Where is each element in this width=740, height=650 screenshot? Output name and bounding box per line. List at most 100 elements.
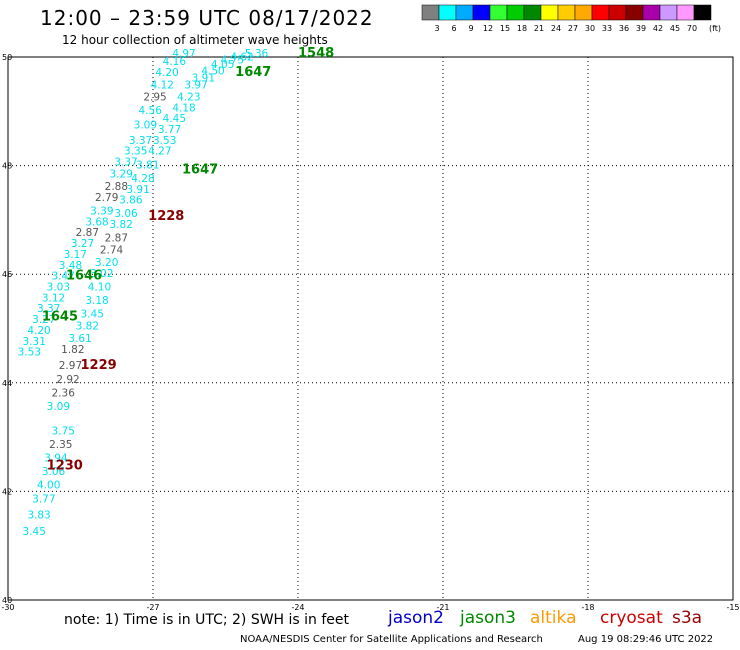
time-annotation: 1646 <box>66 269 102 284</box>
colorbar-label: 30 <box>585 24 595 33</box>
colorbar-swatch <box>540 4 559 21</box>
swh-point: 2.36 <box>52 387 76 399</box>
swh-point: 3.75 <box>52 425 75 437</box>
colorbar-swatch <box>489 4 508 21</box>
colorbar-label: 9 <box>468 24 473 33</box>
swh-point: 3.97 <box>184 79 207 91</box>
swh-point: 2.92 <box>56 374 79 386</box>
colorbar-swatch <box>693 4 712 21</box>
colorbar-label: 24 <box>551 24 561 33</box>
x-tick-label: -21 <box>436 603 449 612</box>
colorbar-label: 39 <box>636 24 646 33</box>
swh-point: 4.18 <box>172 102 195 114</box>
swh-point: 3.77 <box>32 493 55 505</box>
swh-point: 3.86 <box>119 195 143 207</box>
colorbar-label: 70 <box>687 24 697 33</box>
swh-point: 3.09 <box>134 120 157 132</box>
swh-point: 2.97 <box>59 360 82 372</box>
x-tick-label: -18 <box>581 603 594 612</box>
swh-point: 4.20 <box>27 325 50 337</box>
colorbar-swatch <box>642 4 661 21</box>
swh-point: 3.03 <box>47 281 70 293</box>
swh-point: 1.82 <box>61 344 84 356</box>
swh-point: 3.48 <box>59 260 82 272</box>
swh-point: 3.61 <box>68 333 91 345</box>
swh-point: 3.77 <box>158 124 181 136</box>
x-tick-label: -27 <box>146 603 159 612</box>
colorbar-swatch <box>523 4 542 21</box>
swh-point: 3.91 <box>192 72 215 84</box>
swh-point: 3.94 <box>44 453 68 465</box>
swh-point: 3.53 <box>153 135 176 147</box>
colorbar-swatch <box>659 4 678 21</box>
swh-point: 5.36 <box>245 48 269 60</box>
swh-point: 3.45 <box>81 309 104 321</box>
time-annotation: 1647 <box>182 163 218 178</box>
swh-point: 4.20 <box>155 67 178 79</box>
colorbar-swatch <box>625 4 644 21</box>
swh-point: 4.75 <box>221 55 244 67</box>
time-annotation: 1230 <box>47 459 83 474</box>
swh-point: 2.95 <box>143 91 166 103</box>
swh-point: 4.00 <box>37 480 60 492</box>
time-annotation: 1229 <box>81 358 117 373</box>
swh-point: 3.29 <box>110 169 133 181</box>
swh-point: 3.09 <box>47 401 70 413</box>
satellite-altika: altika <box>530 608 577 628</box>
time-annotation: 1647 <box>235 65 271 80</box>
swh-point: 2.88 <box>105 181 128 193</box>
satellite-cryosat: cryosat <box>600 608 663 628</box>
swh-point: 3.37 <box>129 135 152 147</box>
swh-point: 4.16 <box>163 56 187 68</box>
colorbar-label: 27 <box>568 24 578 33</box>
swh-point: 4.05 <box>211 59 234 71</box>
x-tick-label: -15 <box>726 603 739 612</box>
colorbar-swatch <box>438 4 457 21</box>
swh-point: 3.82 <box>110 219 133 231</box>
swh-point: 3.53 <box>18 347 41 359</box>
time-annotations: 1548 1647 1647 1228 1646 1645 1229 1230 <box>42 46 334 474</box>
swh-point: 2.87 <box>105 233 128 245</box>
swh-point: 3.18 <box>85 295 108 307</box>
grid-lines <box>8 57 733 600</box>
swh-point: 3.20 <box>95 257 118 269</box>
swh-point: 2.79 <box>95 192 118 204</box>
swh-point: 3.45 <box>23 526 46 538</box>
time-annotation: 1228 <box>148 209 184 224</box>
x-tick-label: -24 <box>291 603 304 612</box>
colorbar-label: 15 <box>500 24 510 33</box>
swh-point: 3.82 <box>76 321 99 333</box>
swh-point: 3.37 <box>37 303 60 315</box>
satellite-s3a: s3a <box>672 608 703 628</box>
colorbar-label: 3 <box>434 24 439 33</box>
colorbar-swatch <box>506 4 525 21</box>
colorbar-label: 42 <box>653 24 663 33</box>
footer-date: Aug 19 08:29:46 UTC 2022 <box>578 634 714 645</box>
colorbar-swatch <box>676 4 695 21</box>
swh-point: 3.35 <box>124 146 147 158</box>
swh-point: 3.06 <box>114 208 138 220</box>
swh-point: 3.31 <box>23 336 46 348</box>
colorbar-swatch <box>455 4 474 21</box>
footer-credit: NOAA/NESDIS Center for Satellite Applica… <box>240 634 543 645</box>
swh-point: 4.28 <box>131 173 154 185</box>
swh-point: 3.27 <box>32 314 55 326</box>
swh-point: 4.62 <box>230 51 253 63</box>
chart-title: 12:00 – 23:59 UTC 08/17/2022 <box>40 6 374 30</box>
swh-point: 3.37 <box>114 157 137 169</box>
y-tick-label: 44 <box>2 379 12 388</box>
axes: -30 -27 -24 -21 -18 -15 40 42 44 46 48 50 <box>1 53 739 612</box>
swh-point: 4.12 <box>151 79 174 91</box>
swh-point: 3.17 <box>64 249 87 261</box>
colorbar-swatch <box>421 4 440 21</box>
swh-point: 4.56 <box>139 105 163 117</box>
swh-point: 4.97 <box>172 48 195 60</box>
swh-point: 3.02 <box>90 268 113 280</box>
y-tick-label: 42 <box>2 487 12 496</box>
swh-point: 2.87 <box>76 227 99 239</box>
swh-point: 4.45 <box>163 113 186 125</box>
time-annotation: 1548 <box>298 46 334 61</box>
colorbar-swatch <box>574 4 593 21</box>
swh-point: 3.47 <box>52 271 75 283</box>
